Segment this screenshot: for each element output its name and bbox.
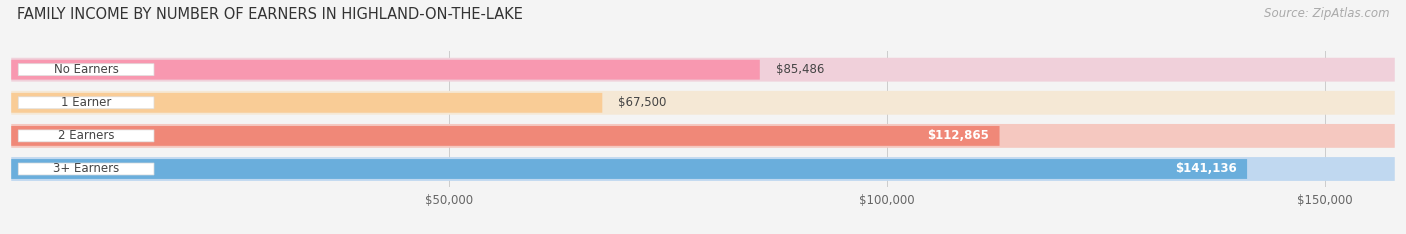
FancyBboxPatch shape <box>18 163 155 175</box>
Text: Source: ZipAtlas.com: Source: ZipAtlas.com <box>1264 7 1389 20</box>
FancyBboxPatch shape <box>11 58 1395 82</box>
Text: No Earners: No Earners <box>53 63 118 76</box>
FancyBboxPatch shape <box>18 64 155 76</box>
FancyBboxPatch shape <box>11 93 602 113</box>
FancyBboxPatch shape <box>11 60 759 80</box>
Text: 2 Earners: 2 Earners <box>58 129 114 143</box>
Text: $141,136: $141,136 <box>1175 162 1237 176</box>
FancyBboxPatch shape <box>11 157 1395 181</box>
FancyBboxPatch shape <box>11 126 1000 146</box>
FancyBboxPatch shape <box>18 97 155 109</box>
FancyBboxPatch shape <box>11 124 1395 148</box>
Text: 3+ Earners: 3+ Earners <box>53 162 120 176</box>
Text: $85,486: $85,486 <box>776 63 824 76</box>
Text: $112,865: $112,865 <box>927 129 988 143</box>
FancyBboxPatch shape <box>18 130 155 142</box>
FancyBboxPatch shape <box>11 159 1247 179</box>
Text: FAMILY INCOME BY NUMBER OF EARNERS IN HIGHLAND-ON-THE-LAKE: FAMILY INCOME BY NUMBER OF EARNERS IN HI… <box>17 7 523 22</box>
Text: 1 Earner: 1 Earner <box>60 96 111 109</box>
Text: $67,500: $67,500 <box>619 96 666 109</box>
FancyBboxPatch shape <box>11 91 1395 115</box>
